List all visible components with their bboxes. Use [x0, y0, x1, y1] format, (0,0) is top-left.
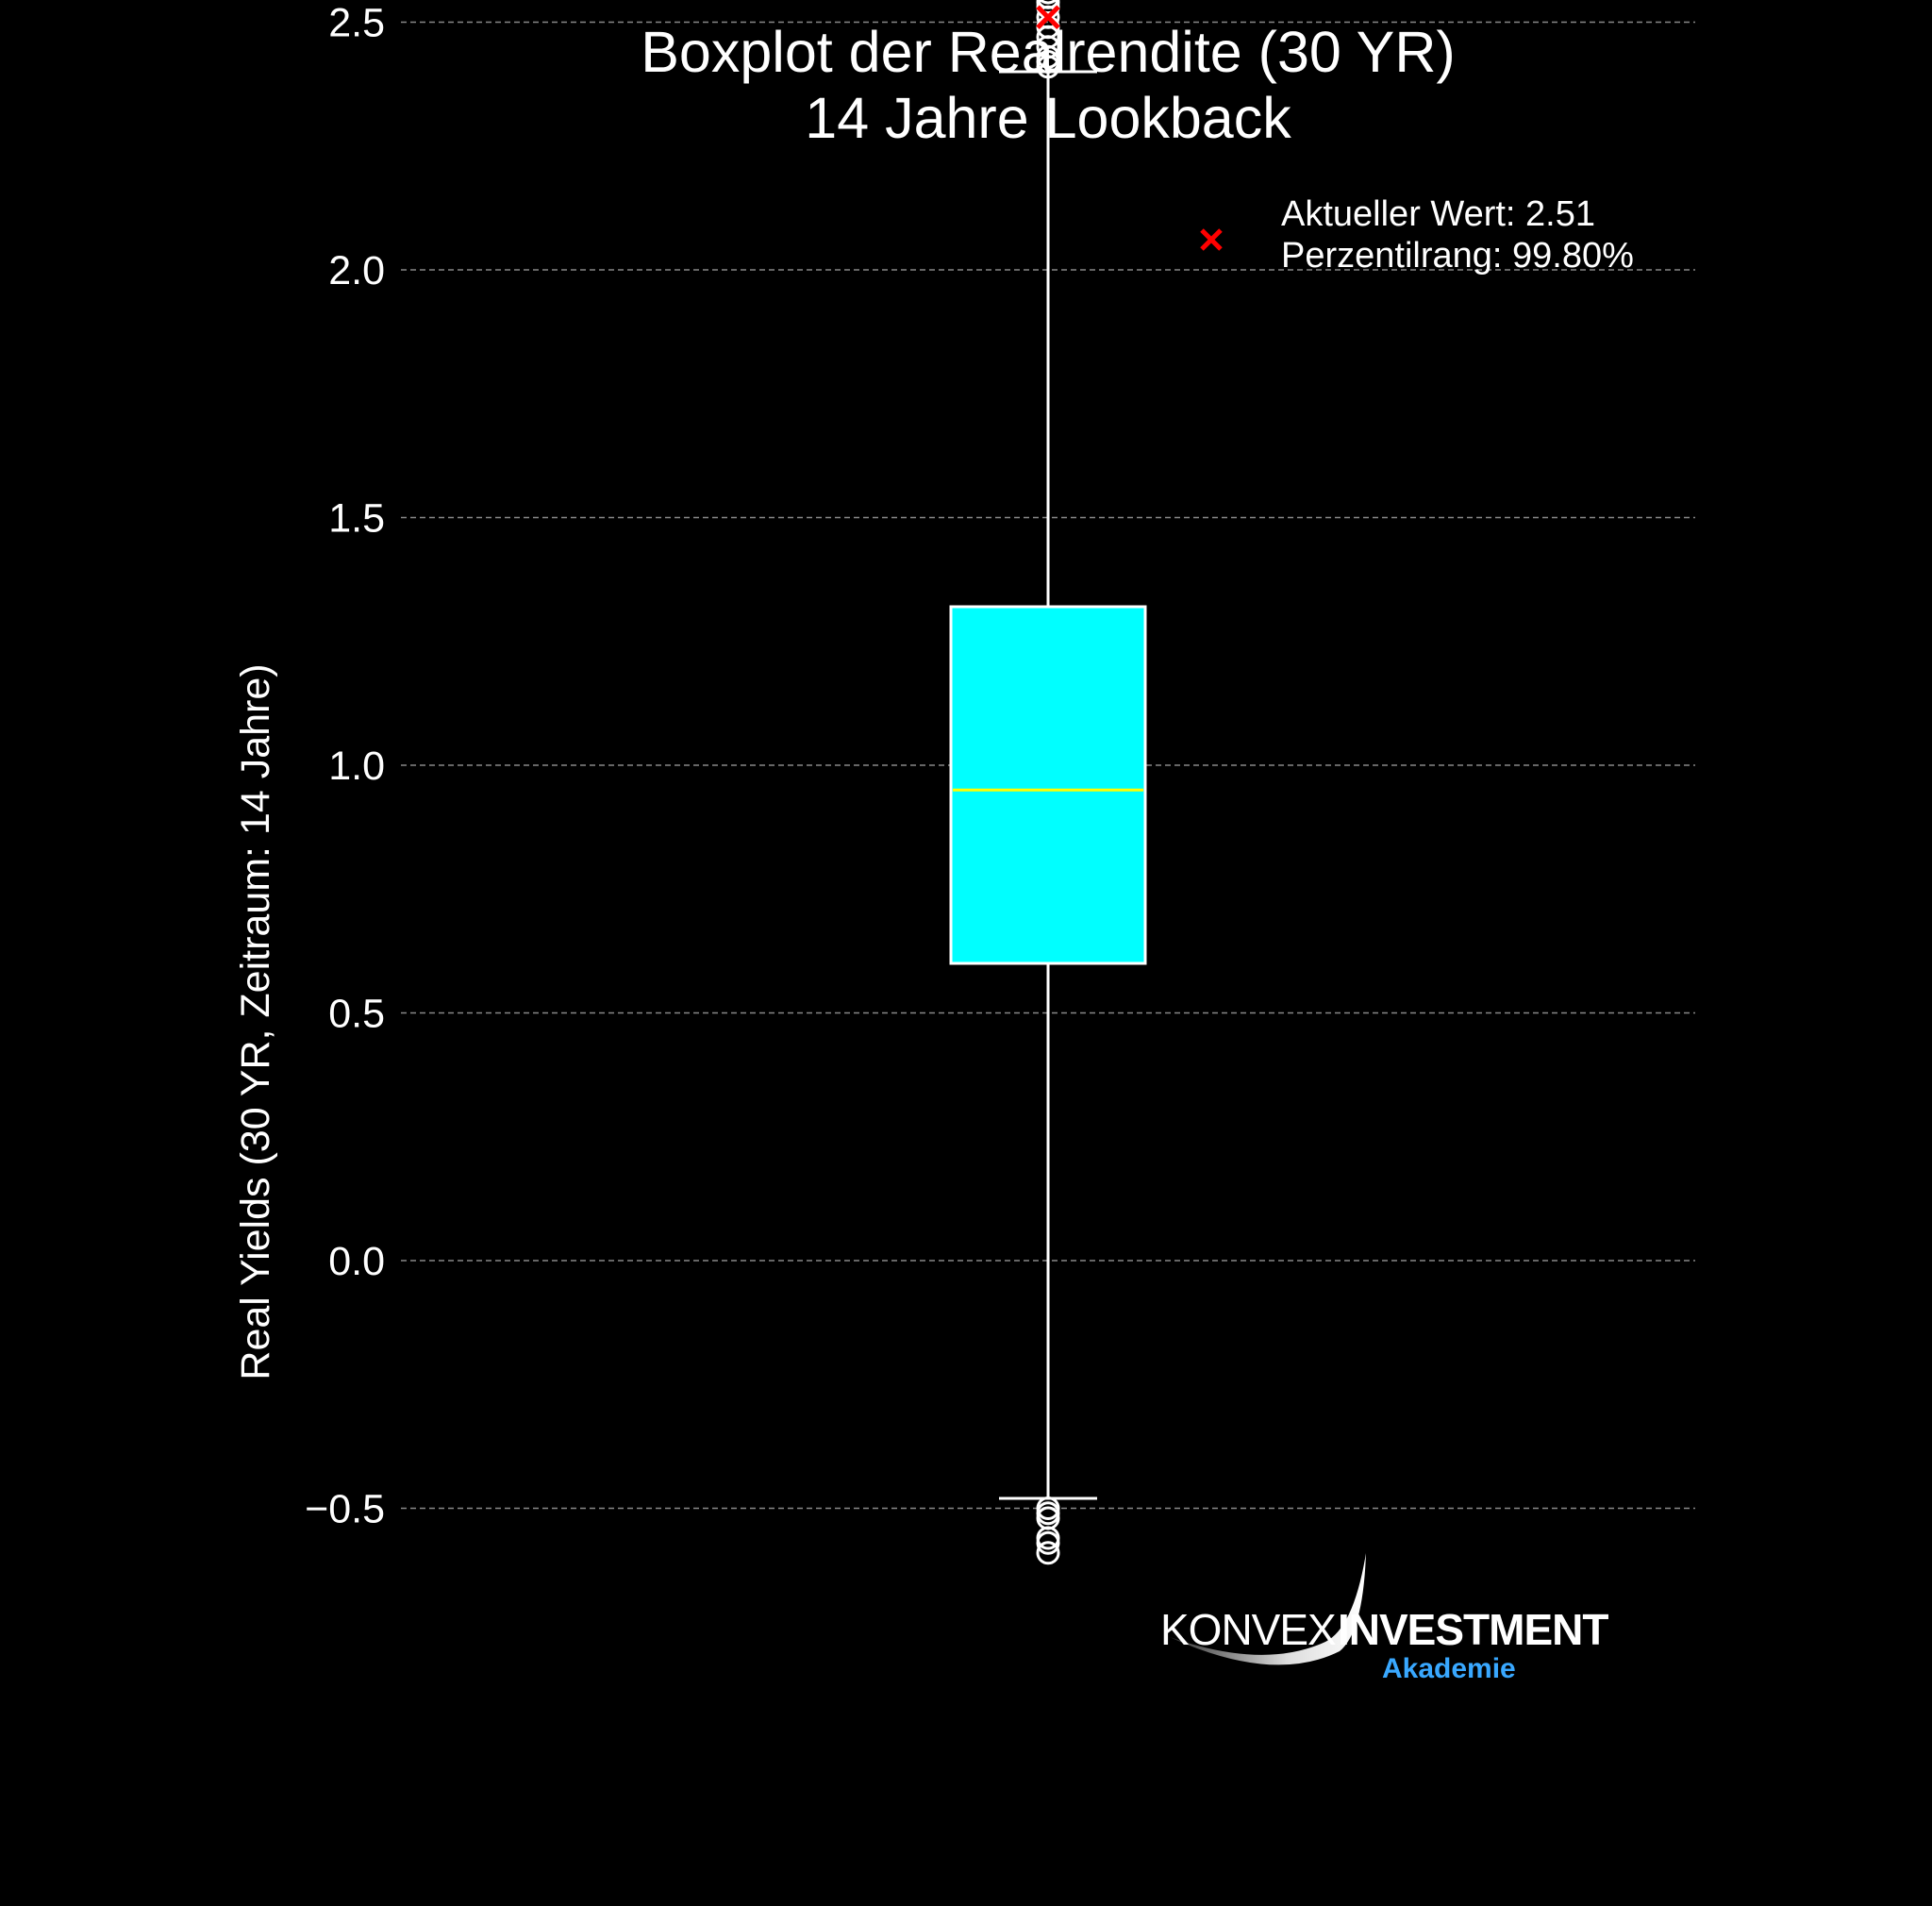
logo-word-investment: INVESTMENT [1338, 1605, 1608, 1654]
logo-word-konvex: KONVEX [1160, 1605, 1337, 1654]
legend-x-icon [1200, 228, 1223, 251]
legend: Aktueller Wert: 2.51 Perzentilrang: 99.8… [1200, 194, 1634, 276]
y-tick-label: 0.5 [328, 992, 385, 1037]
outlier-point [1036, 0, 1060, 9]
y-tick-label: 1.5 [328, 496, 385, 542]
outlier-point [1036, 1501, 1060, 1526]
y-tick-label: 0.0 [328, 1239, 385, 1284]
logo-sub-akademie: Akademie [1382, 1653, 1516, 1684]
y-axis-label: Real Yields (30 YR, Zeitraum: 14 Jahre) [233, 663, 278, 1379]
y-tick-labels: −0.5 0.0 0.5 1.0 1.5 2.0 2.5 [305, 1, 385, 1532]
outlier-point [1036, 1530, 1060, 1555]
y-tick-label: 1.0 [328, 744, 385, 789]
legend-current-value: Aktueller Wert: 2.51 [1281, 194, 1595, 234]
outlier-point [1036, 1541, 1060, 1565]
y-tick-label: 2.5 [328, 1, 385, 46]
outlier-point [1039, 0, 1058, 5]
current-value-x-stroke [1036, 5, 1060, 30]
konvex-logo: KONVEX INVESTMENT Akademie [1160, 1547, 1608, 1684]
box-group [949, 70, 1147, 1500]
y-tick-label: 2.0 [328, 248, 385, 293]
current-value-marker [1036, 5, 1060, 30]
iqr-box [949, 605, 1147, 965]
legend-percentile: Perzentilrang: 99.80% [1281, 236, 1634, 276]
y-tick-label: −0.5 [305, 1487, 385, 1532]
